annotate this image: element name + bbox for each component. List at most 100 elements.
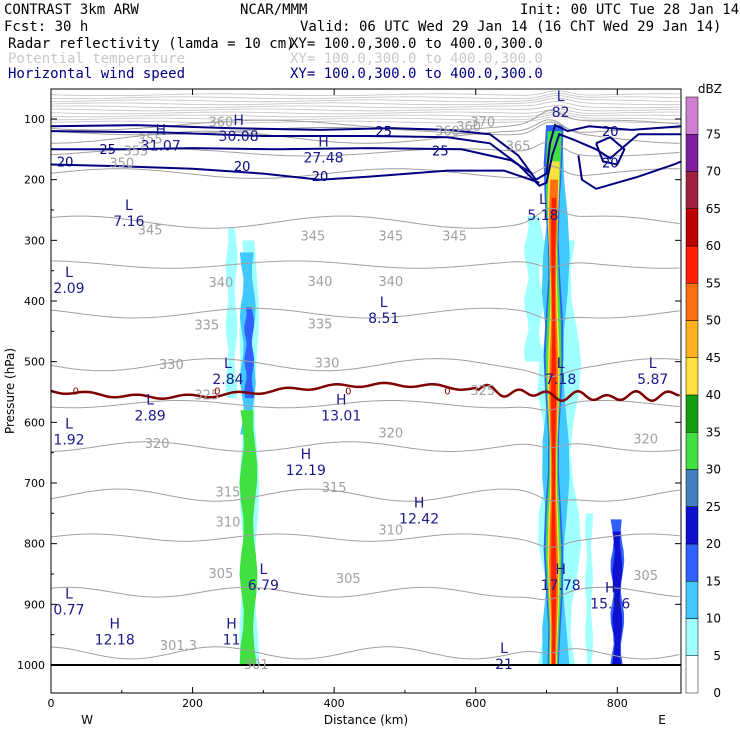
extremum-low-marker: L <box>500 641 508 657</box>
extremum-high-marker: H <box>109 617 120 633</box>
theta-label: 315 <box>216 485 241 500</box>
extremum-low-marker: L <box>380 295 388 311</box>
theta-label: 320 <box>378 427 403 442</box>
extremum-low-marker: L <box>125 198 133 214</box>
extremum-low-marker: L <box>539 192 547 208</box>
x-tick-label: 0 <box>48 697 55 710</box>
colorbar-swatch-25 <box>686 470 698 507</box>
extremum-high-marker: H <box>301 447 312 463</box>
figure-canvas: CONTRAST 3km ARW NCAR/MMM Init: 00 UTC T… <box>0 0 740 740</box>
theta-label: 301.3 <box>160 639 197 654</box>
theta-contour-340 <box>51 261 680 268</box>
wind-label: 20 <box>57 155 74 170</box>
colorbar-swatch-70 <box>686 134 698 171</box>
zero-line-label: 0 <box>73 386 79 397</box>
field2-label: Potential temperature <box>8 51 185 67</box>
theta-contour-strat <box>51 114 680 120</box>
theta-contour-335 <box>51 308 680 320</box>
theta-label: 315 <box>322 481 347 496</box>
x-axis-title: Distance (km) <box>324 713 408 727</box>
extremum-value: 21 <box>495 657 513 673</box>
extremum-low-marker: L <box>557 89 565 105</box>
theta-label: 320 <box>145 437 170 452</box>
x-tick-label: 800 <box>607 697 628 710</box>
theta-contour-strat <box>51 109 680 114</box>
extremum-value: 2.09 <box>53 281 84 297</box>
plot-area <box>51 91 681 665</box>
fcst-label: Fcst: 30 h <box>4 19 88 35</box>
colorbar-label: 5 <box>713 649 721 663</box>
colorbar-swatch-20 <box>686 507 698 544</box>
colorbar-swatch-5 <box>686 619 698 656</box>
extremum-high-marker: H <box>233 113 244 129</box>
theta-label: 310 <box>216 516 241 531</box>
extremum-low-marker: L <box>65 417 73 433</box>
wind-label: 25 <box>432 144 449 159</box>
colorbar-swatch-15 <box>686 544 698 581</box>
extremum-low-marker: L <box>146 392 154 408</box>
colorbar: 0 5 10 15 20 25 30 35 40 45 50 55 60 65 70 75 dBZ <box>686 82 722 700</box>
colorbar-label: 65 <box>706 202 721 216</box>
extremum-value: 31.07 <box>141 138 181 154</box>
theta-contour-strat <box>51 93 680 98</box>
extremum-value: 6.79 <box>248 578 279 594</box>
field3-xy: XY= 100.0,300.0 to 400.0,300.0 <box>290 66 543 82</box>
extremum-value: 8.51 <box>368 311 399 327</box>
zero-line-label: 0 <box>444 386 450 397</box>
theta-label: 305 <box>633 569 658 584</box>
extremum-value: 12.19 <box>286 463 326 479</box>
theta-label: 350 <box>109 157 134 172</box>
init-label: Init: 00 UTC Tue 28 Jan 14 <box>520 2 739 18</box>
colorbar-label: 20 <box>706 537 721 551</box>
theta-contour-strat <box>51 105 680 110</box>
colorbar-swatch-55 <box>686 246 698 283</box>
extremum-high-marker: H <box>414 495 425 511</box>
colorbar-label: 0 <box>713 686 721 700</box>
extremum-value: 15.56 <box>590 596 630 612</box>
colorbar-label: 40 <box>706 388 721 402</box>
y-tick-label: 600 <box>24 416 45 429</box>
theta-label: 325 <box>470 384 495 399</box>
theta-label: 330 <box>159 358 184 373</box>
theta-contour-315 <box>51 489 680 501</box>
theta-label: 340 <box>208 276 233 291</box>
colorbar-swatch-50 <box>686 283 698 320</box>
extremum-value: 11 <box>223 633 241 649</box>
colorbar-label: 60 <box>706 239 721 253</box>
colorbar-swatch-40 <box>686 358 698 395</box>
extremum-value: 5.87 <box>637 372 668 388</box>
extremum-value: 30.08 <box>219 129 259 145</box>
field3-label: Horizontal wind speed <box>8 66 185 82</box>
extremum-low-marker: L <box>649 356 657 372</box>
theta-contour-strat <box>51 98 680 105</box>
theta-label: 340 <box>308 275 333 290</box>
theta-contour-305 <box>51 587 680 599</box>
wind-label: 20 <box>602 157 619 172</box>
x-end-west: W <box>81 713 93 727</box>
theta-label: 340 <box>378 275 403 290</box>
colorbar-swatch-65 <box>686 172 698 209</box>
colorbar-label: 35 <box>706 425 721 439</box>
extremum-high-marker: H <box>226 617 237 633</box>
zero-line-label: 0 <box>214 386 220 397</box>
y-tick-label: 1000 <box>17 659 45 672</box>
valid-label: Valid: 06 UTC Wed 29 Jan 14 (16 ChT Wed … <box>300 19 721 35</box>
plot-frame <box>51 89 681 693</box>
colorbar-swatch-45 <box>686 321 698 358</box>
extremum-low-marker: L <box>557 356 565 372</box>
extremum-low-marker: L <box>65 586 73 602</box>
wind-contour-20-right <box>578 155 681 188</box>
colorbar-swatch-75 <box>686 97 698 134</box>
colorbar-label: 15 <box>706 574 721 588</box>
theta-label: 360 <box>208 115 233 130</box>
wind-label: 20 <box>312 170 329 185</box>
colorbar-label: 55 <box>706 276 721 290</box>
extremum-value: 2.84 <box>212 372 243 388</box>
colorbar-swatch-0 <box>686 656 698 693</box>
extremum-value: 7.16 <box>113 214 144 230</box>
y-tick-label: 700 <box>24 477 45 490</box>
extremum-value: 13.01 <box>321 408 361 424</box>
y-tick-label: 100 <box>24 113 45 126</box>
wind-label: 25 <box>99 143 116 158</box>
y-tick-label: 400 <box>24 295 45 308</box>
